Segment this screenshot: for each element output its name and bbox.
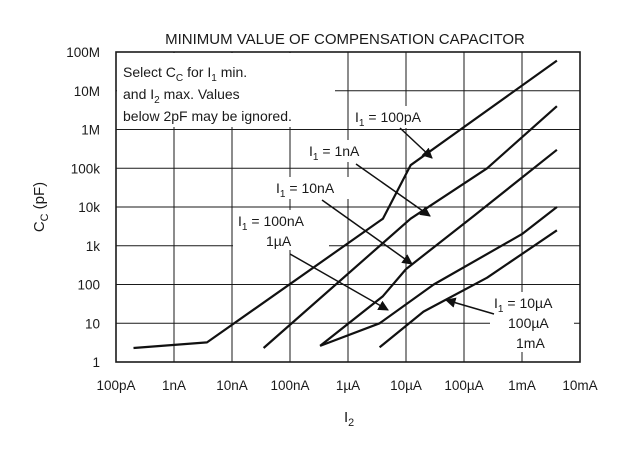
series-annotations: I1 = 100pA I1 = 1nA I1 = 10nA I1 = 100nA1µA… bbox=[233, 106, 574, 352]
series-label: I1 = 100nA bbox=[238, 213, 305, 233]
y-tick-label: 100k bbox=[71, 161, 101, 176]
x-tick-label: 10µA bbox=[390, 378, 422, 393]
series-lines bbox=[133, 59, 558, 350]
y-tick-label: 1k bbox=[86, 239, 101, 254]
annotation-arrow bbox=[444, 297, 495, 315]
note-line: below 2pF may be ignored. bbox=[123, 108, 292, 124]
note-background bbox=[117, 53, 335, 127]
y-tick-label: 10k bbox=[78, 200, 100, 215]
tick-labels: 100pA 1nA 10nA 100nA 1µA 10µA 100µA 1mA 10mA 1 10 1… bbox=[66, 45, 597, 393]
series-label: I1 = 10nA bbox=[276, 180, 335, 200]
y-tick-label: 100 bbox=[77, 278, 100, 293]
x-tick-label: 10mA bbox=[562, 378, 597, 393]
x-tick-label: 100µA bbox=[444, 378, 483, 393]
y-tick-label: 1 bbox=[92, 355, 100, 370]
note-line: Select CC for I1 min. bbox=[123, 64, 247, 84]
annotation-background bbox=[233, 210, 329, 250]
annotation-arrow bbox=[355, 163, 431, 217]
note-box: Select CC for I1 min.and I2 max. Values b… bbox=[117, 53, 335, 127]
series-label: 100µA bbox=[508, 315, 549, 331]
series-label: I1 = 10µA bbox=[494, 295, 553, 315]
y-tick-label: 1M bbox=[81, 123, 100, 138]
axis-titles: I2 CC (pF) bbox=[31, 182, 354, 429]
annotation-background bbox=[490, 292, 574, 352]
y-tick-label: 100M bbox=[66, 45, 100, 60]
y-tick-label: 10 bbox=[85, 316, 100, 331]
series-label: I1 = 1nA bbox=[309, 143, 360, 163]
annotation-arrow bbox=[399, 127, 433, 159]
series-label: 1µA bbox=[266, 233, 292, 249]
series-label: 1mA bbox=[516, 335, 545, 351]
annotation-background bbox=[304, 140, 390, 162]
chart-title: MINIMUM VALUE OF COMPENSATION CAPACITOR bbox=[165, 31, 525, 48]
x-tick-label: 100pA bbox=[96, 378, 135, 393]
annotation-arrow bbox=[289, 253, 389, 311]
x-tick-label: 1mA bbox=[508, 378, 536, 393]
series-line bbox=[378, 229, 558, 349]
x-tick-label: 10nA bbox=[216, 378, 248, 393]
annotation-background bbox=[350, 106, 442, 128]
plot-frame bbox=[115, 51, 581, 363]
x-tick-label: 100nA bbox=[270, 378, 309, 393]
x-tick-label: 1nA bbox=[162, 378, 186, 393]
series-line bbox=[319, 148, 558, 347]
y-axis-title: CC (pF) bbox=[31, 182, 51, 232]
series-line bbox=[319, 206, 558, 347]
note-line: and I2 max. Values bbox=[123, 86, 240, 106]
series-line bbox=[133, 59, 558, 350]
annotation-background bbox=[271, 177, 365, 199]
series-line bbox=[262, 105, 558, 349]
plot-border bbox=[115, 51, 581, 363]
series-label: I1 = 100pA bbox=[355, 109, 422, 129]
x-tick-label: 1µA bbox=[336, 378, 360, 393]
y-tick-label: 10M bbox=[74, 84, 100, 99]
annotation-arrow bbox=[321, 199, 413, 265]
x-axis-title: I2 bbox=[344, 409, 354, 429]
